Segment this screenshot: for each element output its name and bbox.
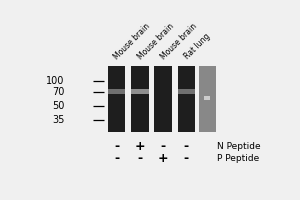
Text: -: - [114, 152, 119, 165]
Text: 70: 70 [52, 87, 64, 97]
Bar [131, 89, 148, 94]
Text: Rat lung: Rat lung [182, 32, 212, 61]
Bar [178, 66, 195, 132]
Bar [178, 89, 195, 94]
Text: 35: 35 [52, 115, 64, 125]
Text: 100: 100 [46, 76, 64, 86]
Text: +: + [158, 152, 168, 165]
Bar [204, 96, 210, 100]
Text: Mouse brain: Mouse brain [136, 21, 176, 61]
Text: -: - [137, 152, 142, 165]
Bar [199, 66, 216, 132]
Text: 50: 50 [52, 101, 64, 111]
Bar [108, 66, 125, 132]
Text: -: - [160, 140, 166, 153]
Text: -: - [184, 152, 189, 165]
Text: N Peptide: N Peptide [217, 142, 260, 151]
Bar [131, 66, 148, 132]
Text: Mouse brain: Mouse brain [159, 21, 199, 61]
Text: +: + [134, 140, 145, 153]
Bar [154, 66, 172, 132]
Text: -: - [184, 140, 189, 153]
Text: -: - [114, 140, 119, 153]
Text: Mouse brain: Mouse brain [112, 21, 152, 61]
Bar [108, 89, 125, 94]
Text: P Peptide: P Peptide [217, 154, 259, 163]
